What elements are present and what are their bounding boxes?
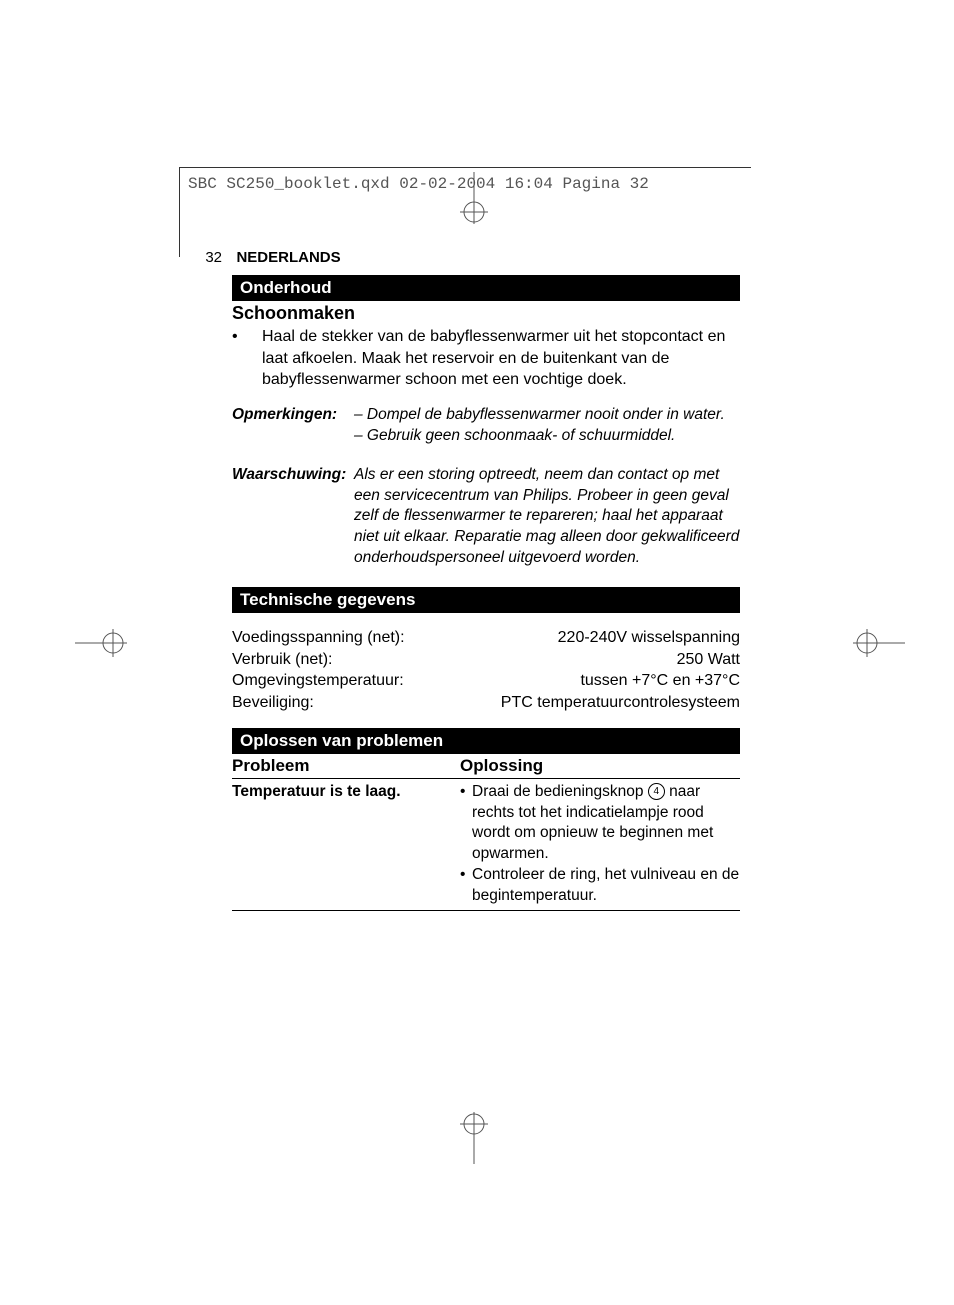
- solution-item: • Draai de bedieningsknop 4 naar rechts …: [460, 782, 740, 866]
- top-rule: [179, 167, 751, 168]
- notes-text: – Dompel de babyflessenwarmer nooit onde…: [354, 405, 740, 447]
- trouble-header-problem: Probleem: [232, 756, 460, 776]
- bullet-dot: •: [232, 326, 256, 391]
- warning-block: Waarschuwing: Als er een storing optreed…: [232, 465, 740, 570]
- spec-label: Voedingsspanning (net):: [232, 627, 558, 649]
- solution-item: • Controleer de ring, het vulniveau en d…: [460, 865, 740, 907]
- registration-mark-left: [75, 627, 127, 664]
- page-header-row: 32 NEDERLANDS: [232, 249, 740, 267]
- trouble-row: Temperatuur is te laag. • Draai de bedie…: [232, 779, 740, 912]
- spec-value: PTC temperatuurcontrolesysteem: [501, 692, 740, 714]
- spec-label: Omgevingstemperatuur:: [232, 670, 580, 692]
- spec-value: 220-240V wisselspanning: [558, 627, 740, 649]
- warning-text: Als er een storing optreedt, neem dan co…: [354, 465, 740, 570]
- left-rule: [179, 167, 180, 257]
- page-container: SBC SC250_booklet.qxd 02-02-2004 16:04 P…: [0, 0, 954, 1305]
- subheading-cleaning: Schoonmaken: [232, 303, 740, 324]
- spec-value: tussen +7°C en +37°C: [580, 670, 740, 692]
- section-bar-specs: Technische gegevens: [232, 587, 740, 613]
- solution-text: Controleer de ring, het vulniveau en de …: [472, 865, 740, 907]
- trouble-header-solution: Oplossing: [460, 756, 740, 776]
- notes-block: Opmerkingen: – Dompel de babyflessenwarm…: [232, 405, 740, 447]
- trouble-solution: • Draai de bedieningsknop 4 naar rechts …: [460, 782, 740, 908]
- spec-row: Verbruik (net): 250 Watt: [232, 649, 740, 671]
- spec-label: Beveiliging:: [232, 692, 501, 714]
- solution-text: Draai de bedieningsknop 4 naar rechts to…: [472, 782, 740, 866]
- sol1-part-a: Draai de bedieningsknop: [472, 783, 648, 800]
- spec-row: Omgevingstemperatuur: tussen +7°C en +37…: [232, 670, 740, 692]
- cleaning-bullet: • Haal de stekker van de babyflessenwarm…: [232, 326, 740, 391]
- notes-label: Opmerkingen:: [232, 405, 354, 447]
- section-bar-troubleshooting: Oplossen van problemen: [232, 728, 740, 754]
- language-label: NEDERLANDS: [236, 249, 340, 266]
- circled-number-icon: 4: [648, 783, 665, 800]
- spec-label: Verbruik (net):: [232, 649, 677, 671]
- note-line-1: – Dompel de babyflessenwarmer nooit onde…: [354, 405, 740, 426]
- bullet-dot: •: [460, 865, 472, 907]
- trouble-problem: Temperatuur is te laag.: [232, 782, 460, 908]
- warning-label: Waarschuwing:: [232, 465, 354, 570]
- spec-row: Voedingsspanning (net): 220-240V wissels…: [232, 627, 740, 649]
- bullet-dot: •: [460, 782, 472, 866]
- registration-mark-top: [458, 172, 490, 224]
- registration-mark-bottom: [458, 1112, 490, 1164]
- content-column: 32 NEDERLANDS Onderhoud Schoonmaken • Ha…: [232, 249, 740, 911]
- specs-block: Voedingsspanning (net): 220-240V wissels…: [232, 627, 740, 713]
- spec-value: 250 Watt: [677, 649, 740, 671]
- print-header-slug: SBC SC250_booklet.qxd 02-02-2004 16:04 P…: [188, 175, 649, 193]
- note-line-2: – Gebruik geen schoonmaak- of schuurmidd…: [354, 426, 740, 447]
- trouble-header-row: Probleem Oplossing: [232, 756, 740, 779]
- cleaning-text: Haal de stekker van de babyflessenwarmer…: [256, 326, 740, 391]
- page-number: 32: [172, 249, 222, 266]
- spec-row: Beveiliging: PTC temperatuurcontrolesyst…: [232, 692, 740, 714]
- section-bar-maintenance: Onderhoud: [232, 275, 740, 301]
- registration-mark-right: [853, 627, 905, 664]
